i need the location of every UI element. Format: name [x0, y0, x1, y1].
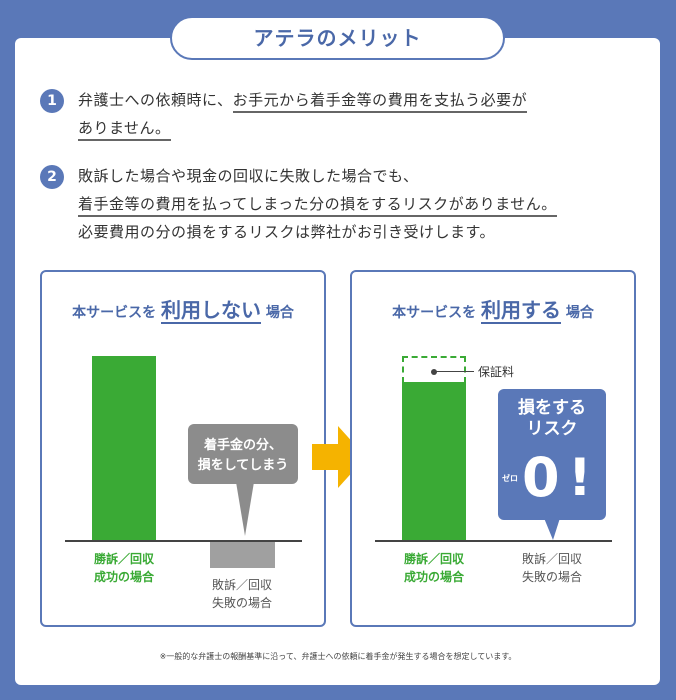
- fee-label: 保証料: [478, 365, 515, 379]
- win-bar: [92, 356, 156, 540]
- label-line: 勝訴／回収: [93, 552, 154, 566]
- loss-bubble-text: 着手金の分、 損をしてしまう: [188, 436, 298, 476]
- loss-bubble-shape: [188, 424, 298, 536]
- lose-bar: [210, 542, 275, 568]
- label-line: 敗訴／回収: [521, 552, 582, 566]
- zero-mark: ゼロ 0 !: [502, 446, 602, 509]
- item-1-line: 弁護士への依頼時に、: [78, 91, 233, 109]
- panel-without-service: 本サービスを 利用しない 場合 着手金の分、 損をしてしまう 勝訴／回収成功の場合…: [40, 270, 326, 627]
- bubble-line: 損をする: [518, 398, 586, 418]
- fee-dashed-box: [402, 356, 466, 383]
- win-bar: [402, 382, 466, 540]
- bubble-line: 損をしてしまう: [197, 458, 289, 473]
- risk-bubble-text: 損をする リスク: [498, 398, 606, 440]
- heading-emph: しない: [201, 298, 261, 322]
- heading-emph: する: [521, 298, 561, 322]
- item-1-line-underlined: ありません。: [78, 119, 171, 141]
- item-2-line: 敗訴した場合や現金の回収に失敗した場合でも、: [78, 167, 419, 185]
- panel-heading: 本サービスを 利用する 場合: [352, 294, 634, 324]
- arrow-right-icon: [312, 426, 366, 488]
- heading-emph: 利用: [161, 298, 201, 322]
- heading-suffix: 場合: [265, 305, 294, 321]
- exclamation: !: [568, 448, 592, 508]
- item-1-line-underlined: お手元から着手金等の費用を支払う必要が: [232, 91, 528, 113]
- footnote: ※一般的な弁護士の報酬基準に沿って、弁護士への依頼に着手金が発生する場合を想定し…: [159, 652, 517, 661]
- heading-emph: 利用: [481, 298, 521, 322]
- heading-prefix: 本サービスを: [72, 305, 157, 321]
- bubble-line: 着手金の分、: [203, 438, 282, 453]
- win-label: 勝訴／回収成功の場合: [84, 550, 164, 586]
- risk-bubble-shape: [498, 389, 606, 540]
- item-2-line: 必要費用の分の損をするリスクは弊社がお引き受けします。: [78, 223, 496, 241]
- number-badge-1: 1: [40, 89, 64, 113]
- label-line: 成功の場合: [93, 570, 154, 584]
- leader-line: [434, 371, 474, 372]
- lose-label: 敗訴／回収失敗の場合: [202, 576, 282, 612]
- zero-ruby: ゼロ: [502, 474, 518, 483]
- heading-suffix: 場合: [565, 305, 594, 321]
- page-title: アテラのメリット: [170, 16, 505, 60]
- number-badge-2: 2: [40, 165, 64, 189]
- panel-heading: 本サービスを 利用しない 場合: [42, 294, 324, 324]
- baseline: [65, 540, 302, 542]
- lose-label: 敗訴／回収失敗の場合: [512, 550, 592, 586]
- win-label: 勝訴／回収成功の場合: [394, 550, 474, 586]
- label-line: 失敗の場合: [211, 596, 272, 610]
- label-line: 成功の場合: [403, 570, 464, 584]
- item-2-line-underlined: 着手金等の費用を払ってしまった分の損をするリスクがありません。: [78, 195, 557, 217]
- panel-with-service: 本サービスを 利用する 場合 保証料 損をする リスク ゼロ 0 ! 勝訴／回収成…: [350, 270, 636, 627]
- item-1-text: 弁護士への依頼時に、お手元から着手金等の費用を支払う必要が: [78, 90, 528, 113]
- heading-prefix: 本サービスを: [392, 305, 477, 321]
- bubble-line: リスク: [526, 419, 578, 439]
- zero-digit: 0: [522, 446, 560, 509]
- baseline: [375, 540, 612, 542]
- label-line: 勝訴／回収: [403, 552, 464, 566]
- label-line: 失敗の場合: [521, 570, 582, 584]
- label-line: 敗訴／回収: [211, 578, 272, 592]
- leader-dot: [431, 369, 437, 375]
